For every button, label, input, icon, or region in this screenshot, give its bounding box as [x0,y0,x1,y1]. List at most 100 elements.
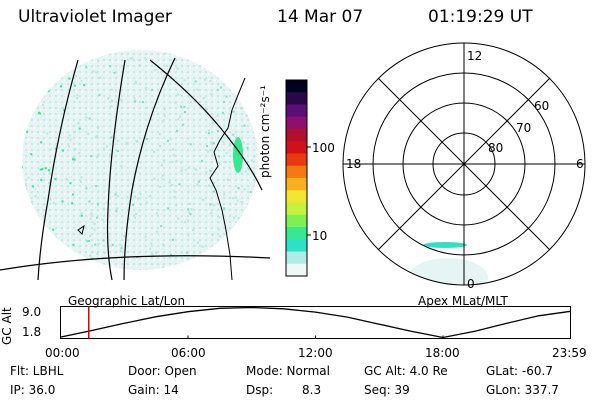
emission-speck [71,251,74,254]
emission-speck [187,208,190,211]
emission-speck [89,267,92,270]
emission-speck [42,104,44,107]
emission-speck [209,79,212,82]
emission-speck [90,264,93,267]
emission-speck [78,152,81,154]
emission-speck [60,85,62,88]
emission-speck [30,227,33,230]
emission-speck [107,97,110,100]
emission-speck [26,130,29,133]
mlt-label-12: 12 [467,49,482,63]
emission-speck [257,226,258,229]
emission-speck [159,186,162,188]
emission-speck [241,52,244,55]
time-label: 01:19:29 UT [428,7,533,27]
lat-label-70: 70 [516,121,531,135]
emission-speck [161,70,164,73]
emission-speck [252,109,255,112]
emission-speck [222,140,225,143]
emission-speck [218,216,221,219]
emission-speck [68,145,70,148]
emission-speck [97,204,99,207]
emission-speck [240,266,242,269]
emission-speck [209,203,212,206]
emission-speck [144,57,147,60]
emission-speck [115,210,118,213]
emission-speck [176,129,178,132]
emission-speck [38,248,41,251]
emission-speck [184,111,186,114]
emission-speck [159,145,161,147]
emission-speck [97,60,100,63]
emission-speck [205,171,208,174]
time-tick-12: 12:00 [298,346,333,360]
emission-speck [151,89,154,92]
colorbar-tick-10: 10 [312,229,328,243]
emission-speck [111,243,114,246]
emission-speck [22,167,23,170]
emission-speck [72,156,75,158]
emission-speck [48,182,51,185]
mlt-label-18: 18 [346,157,361,171]
emission-speck [103,251,106,254]
emission-speck [246,252,249,255]
date-label: 14 Mar 07 [277,7,364,27]
emission-speck [39,168,42,171]
emission-speck [97,243,100,246]
emission-speck [73,130,76,133]
emission-speck [30,106,33,109]
colorbar-tick-100: 100 [312,141,335,155]
emission-speck [156,230,159,233]
emission-speck [180,105,183,108]
emission-speck [96,253,99,256]
emission-speck [202,97,205,99]
emission-speck [173,196,176,198]
emission-speck [185,251,188,254]
emission-speck [216,130,219,132]
emission-speck [221,54,224,57]
emission-speck [145,106,148,109]
polar-plot: 12 18 6 0 60 70 80 [342,42,586,291]
emission-speck [128,217,131,220]
info-dsp-value: 8.3 [302,383,322,397]
colorbar-cell [286,263,307,277]
emission-speck [176,67,179,70]
colorbar-cell [286,227,307,240]
emission-speck [197,180,200,183]
emission-speck [115,207,118,210]
emission-speck [108,155,111,158]
emission-speck [102,51,105,54]
emission-speck [236,199,239,202]
emission-speck [156,212,159,215]
emission-speck [190,208,193,211]
emission-speck [78,143,81,146]
emission-speck [110,100,113,103]
emission-speck [68,134,71,137]
emission-speck [161,120,164,123]
emission-speck [163,115,166,118]
colorbar-cell [286,92,307,106]
emission-speck [254,181,257,184]
info-seq: Seq: 39 [364,383,410,397]
emission-speck [75,75,78,78]
emission-speck [86,240,89,243]
emission-speck [135,273,137,275]
emission-speck [109,65,112,68]
emission-speck [204,56,207,59]
emission-speck [76,97,79,99]
emission-speck [47,257,50,260]
lat-label-80: 80 [488,141,503,155]
emission-speck [212,142,215,145]
emission-speck [40,67,43,70]
emission-speck [46,58,49,61]
info-ip: IP: 36.0 [10,383,56,397]
emission-speck [161,174,164,177]
emission-speck [196,183,199,186]
emission-speck [82,61,85,63]
emission-speck [120,165,123,168]
emission-speck [137,197,140,200]
emission-speck [63,109,66,112]
emission-speck [249,95,251,98]
altitude-series-line [60,306,571,339]
emission-speck [164,51,167,54]
